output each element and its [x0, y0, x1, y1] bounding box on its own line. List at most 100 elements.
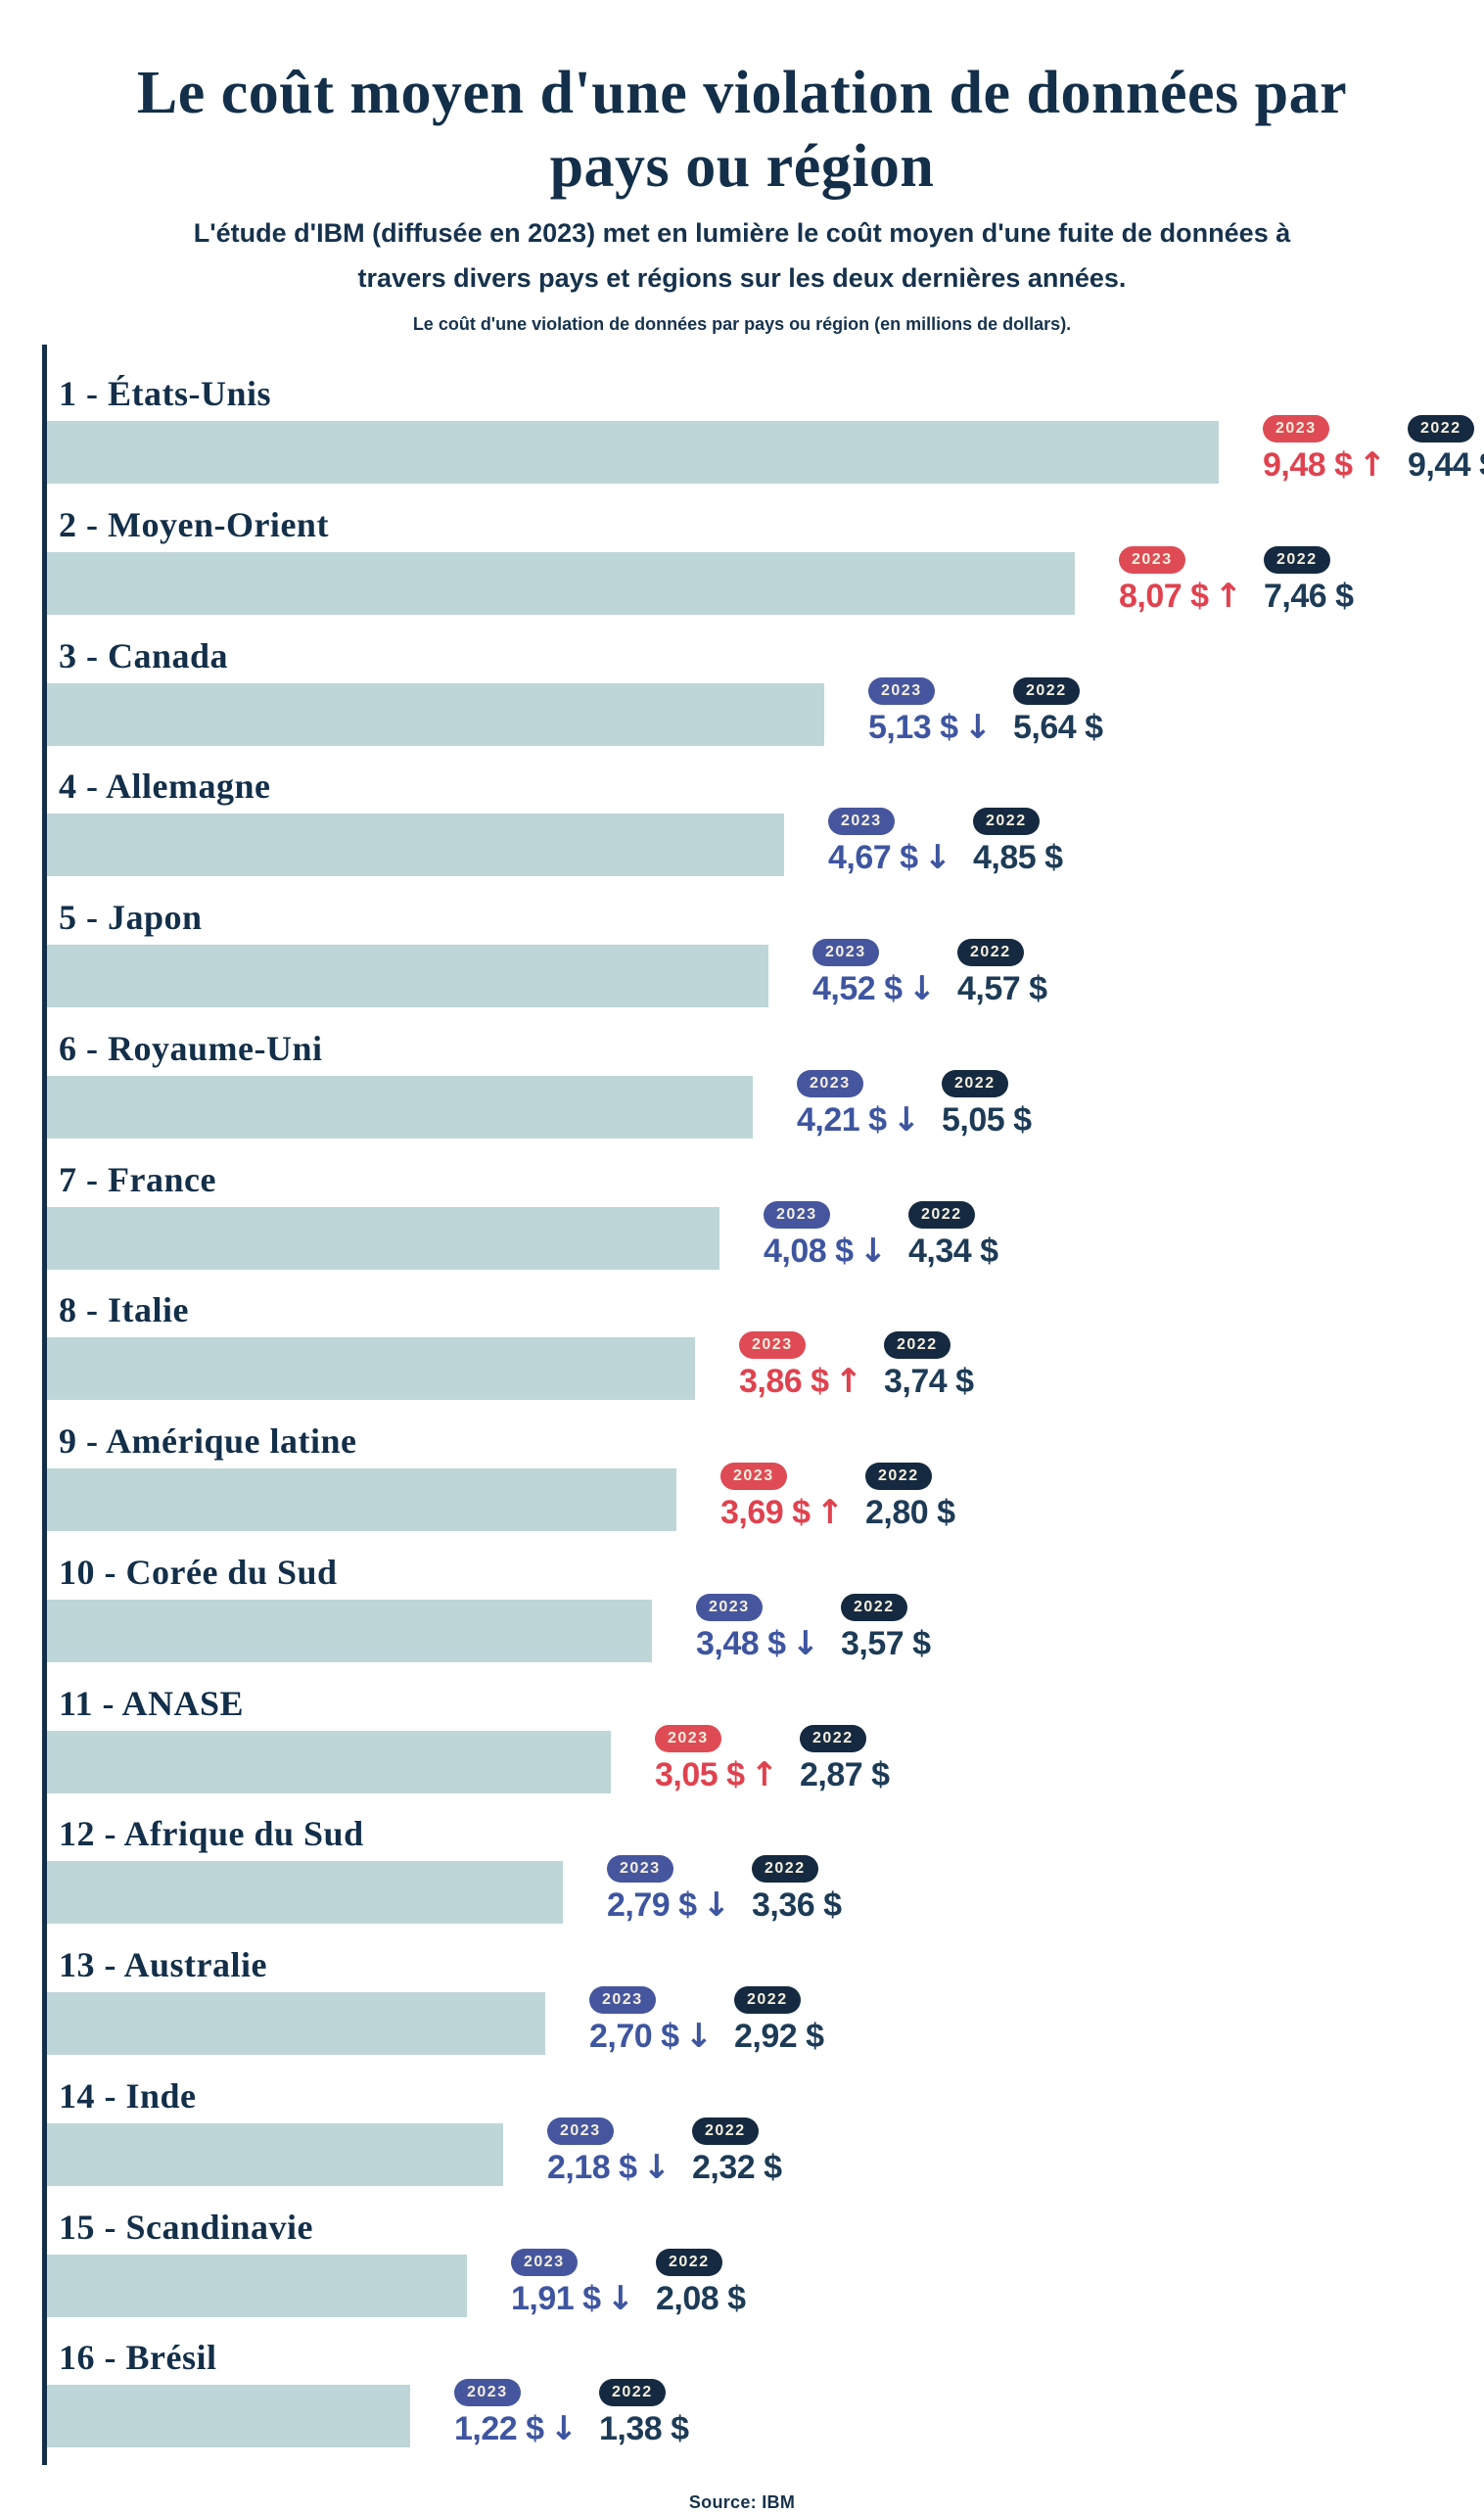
badge-2022: 2022	[1408, 415, 1474, 443]
bar-2023	[47, 1861, 563, 1925]
metric-2023: 2023 2,70 $ ↓	[589, 1986, 713, 2056]
metric-2023: 2023 9,48 $ ↑	[1263, 415, 1386, 485]
badge-2022: 2022	[865, 1463, 932, 1491]
badge-2022: 2022	[908, 1200, 975, 1229]
down-arrow-icon: ↓	[791, 1623, 820, 1663]
value-2023: 2,79 $ ↓	[607, 1885, 731, 1926]
metric-2023: 2023 3,48 $ ↓	[696, 1593, 820, 1663]
value-2022: 2,87 $	[800, 1755, 890, 1793]
row-label: 14 - Inde	[59, 2075, 197, 2116]
badge-2023: 2023	[720, 1463, 787, 1491]
value-2022: 9,44 $	[1408, 446, 1484, 485]
metric-2023: 2023 1,91 $ ↓	[511, 2248, 635, 2318]
value-2022: 2,32 $	[692, 2148, 782, 2186]
down-arrow-icon: ↓	[907, 969, 937, 1009]
chart-row: 13 - Australie 2023 2,70 $ ↓ 2022 2,92 $	[47, 1945, 1478, 2082]
value-2022: 3,36 $	[752, 1886, 842, 1925]
value-2022: 3,74 $	[884, 1363, 974, 1401]
badge-2022: 2022	[957, 939, 1024, 967]
metric-2023: 2023 2,79 $ ↓	[607, 1855, 730, 1925]
chart-row: 15 - Scandinavie 2023 1,91 $ ↓ 2022 2,08 $	[47, 2208, 1478, 2345]
bar-2023	[47, 682, 824, 746]
value-2023: 3,48 $ ↓	[696, 1623, 820, 1663]
metric-2023: 2023 5,13 $ ↓	[868, 676, 992, 747]
chart-row: 9 - Amérique latine 2023 3,69 $ ↑ 2022 2,80 $	[47, 1421, 1478, 1559]
bar-2023	[47, 2122, 503, 2186]
row-label: 6 - Royaume-Uni	[59, 1028, 323, 1068]
badge-2022: 2022	[752, 1855, 818, 1884]
bar-2023	[47, 945, 768, 1007]
row-label: 7 - France	[59, 1159, 216, 1199]
badge-2022: 2022	[734, 1986, 801, 2015]
metric-2023: 2023 1,22 $ ↓	[454, 2379, 578, 2448]
value-2023: 3,86 $ ↑	[739, 1362, 863, 1402]
row-label: 4 - Allemagne	[59, 767, 271, 807]
metric-2023: 2023 3,69 $ ↑	[720, 1463, 844, 1532]
badge-2022: 2022	[884, 1331, 951, 1360]
row-label: 15 - Scandinavie	[59, 2207, 314, 2247]
value-2022: 2,08 $	[656, 2279, 746, 2317]
value-2023: 5,13 $ ↓	[868, 707, 992, 747]
badge-2023: 2023	[607, 1855, 673, 1884]
row-label: 2 - Moyen-Orient	[59, 504, 329, 544]
row-label: 1 - États-Unis	[59, 374, 272, 413]
value-2023: 3,69 $ ↑	[720, 1493, 844, 1533]
row-label: 3 - Canada	[59, 635, 229, 675]
value-2022: 4,34 $	[908, 1232, 998, 1270]
value-2022: 5,05 $	[942, 1100, 1032, 1139]
row-label: 13 - Australie	[59, 1945, 267, 1984]
chart-caption: Le coût d'une violation de données par p…	[412, 314, 1072, 334]
row-label: 16 - Brésil	[59, 2338, 217, 2378]
metric-2023: 2023 4,67 $ ↓	[828, 808, 951, 877]
row-label: 5 - Japon	[59, 898, 203, 937]
up-arrow-icon: ↑	[1214, 576, 1243, 616]
value-2022: 3,57 $	[841, 1624, 931, 1662]
metric-2022: 2022 3,57 $	[841, 1593, 931, 1663]
metric-2022: 2022 9,44 $	[1408, 415, 1484, 485]
up-arrow-icon: ↑	[1358, 445, 1387, 486]
bar-2023	[47, 2385, 410, 2448]
metric-2022: 2022 3,36 $	[752, 1855, 842, 1925]
down-arrow-icon: ↓	[642, 2147, 672, 2187]
badge-2023: 2023	[1119, 545, 1185, 574]
value-2023: 4,52 $ ↓	[812, 969, 937, 1009]
value-2023: 2,70 $ ↓	[589, 2017, 713, 2057]
value-2022: 4,85 $	[973, 839, 1063, 877]
badge-2023: 2023	[655, 1724, 721, 1752]
down-arrow-icon: ↓	[606, 2278, 635, 2318]
value-2023: 3,05 $ ↑	[655, 1754, 779, 1794]
bar-2023	[47, 1075, 753, 1139]
value-2022: 2,80 $	[865, 1494, 955, 1532]
value-2023: 1,91 $ ↓	[511, 2278, 635, 2318]
value-2022: 5,64 $	[1013, 708, 1103, 746]
down-arrow-icon: ↓	[858, 1231, 888, 1271]
metric-2023: 2023 3,86 $ ↑	[739, 1331, 862, 1401]
down-arrow-icon: ↓	[549, 2409, 579, 2449]
source-credit: Source: IBM	[688, 2492, 796, 2512]
value-2023: 4,08 $ ↓	[764, 1231, 888, 1271]
down-arrow-icon: ↓	[702, 1885, 731, 1926]
chart-row: 4 - Allemagne 2023 4,67 $ ↓ 2022 4,85 $	[47, 767, 1478, 904]
badge-2023: 2023	[589, 1986, 656, 2015]
metric-2022: 2022 7,46 $	[1264, 545, 1354, 616]
chart-row: 8 - Italie 2023 3,86 $ ↑ 2022 3,74 $	[47, 1290, 1478, 1427]
badge-2023: 2023	[696, 1593, 763, 1621]
metric-2022: 2022 2,80 $	[865, 1463, 955, 1532]
value-2023: 9,48 $ ↑	[1263, 445, 1387, 486]
badge-2022: 2022	[800, 1724, 866, 1752]
value-2022: 4,57 $	[957, 970, 1047, 1008]
row-label: 12 - Afrique du Sud	[59, 1814, 364, 1854]
bar-2023	[47, 814, 784, 877]
up-arrow-icon: ↑	[834, 1362, 863, 1402]
metric-2022: 2022 2,08 $	[656, 2248, 746, 2318]
up-arrow-icon: ↑	[750, 1754, 779, 1794]
chart-row: 7 - France 2023 4,08 $ ↓ 2022 4,34 $	[47, 1160, 1478, 1297]
chart-row: 14 - Inde 2023 2,18 $ ↓ 2022 2,32 $	[47, 2076, 1478, 2213]
chart-row: 11 - ANASE 2023 3,05 $ ↑ 2022 2,87 $	[47, 1684, 1478, 1821]
down-arrow-icon: ↓	[892, 1099, 921, 1140]
metric-2023: 2023 3,05 $ ↑	[655, 1724, 779, 1794]
metric-2023: 2023 4,08 $ ↓	[764, 1200, 888, 1271]
row-label: 10 - Corée du Sud	[59, 1552, 338, 1592]
